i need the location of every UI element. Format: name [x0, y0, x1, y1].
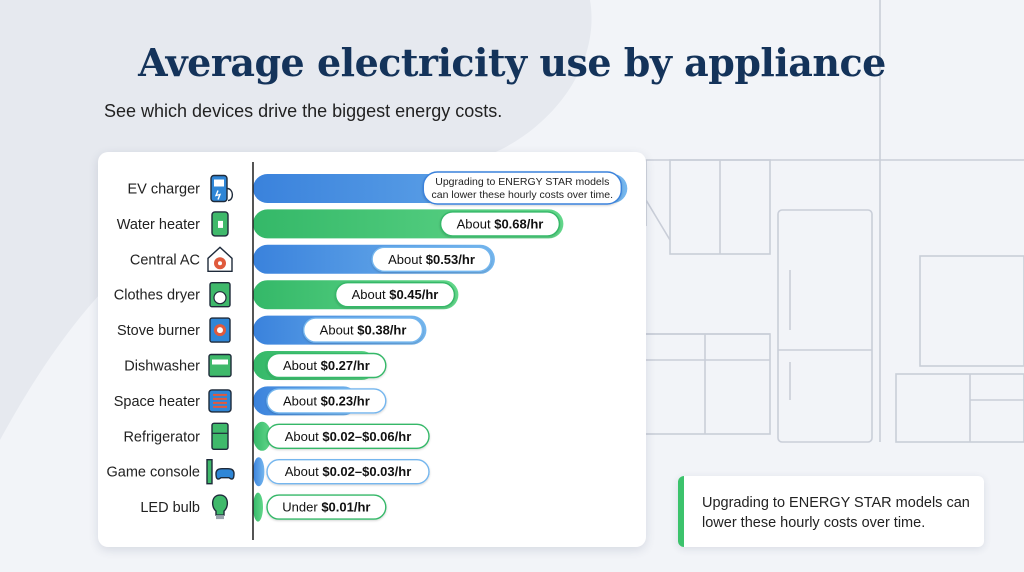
value-prefix: About: [285, 464, 323, 479]
game-console-icon: [206, 459, 235, 485]
callout-line-2: can lower these hourly costs over time.: [432, 189, 614, 201]
value-amount: $0.23/hr: [321, 393, 370, 408]
note-text: Upgrading to ENERGY STAR models can lowe…: [702, 495, 970, 531]
bar: [253, 421, 272, 451]
value-pill: [266, 494, 387, 520]
value-amount: $0.68/hr: [494, 216, 543, 231]
category-label: Stove burner: [117, 323, 200, 339]
bar: [253, 457, 265, 487]
value-prefix: About: [388, 252, 426, 267]
page-subtitle: See which devices drive the biggest ener…: [104, 101, 503, 121]
value-label: About $0.45/hr: [352, 287, 439, 302]
value-label: Under $0.01/hr: [282, 500, 370, 515]
dryer-icon: [209, 281, 231, 308]
light-bulb-icon: [211, 494, 229, 520]
value-label: About $0.02–$0.06/hr: [285, 429, 412, 444]
value-label: About $0.23/hr: [283, 393, 370, 408]
stove-burner-icon: [209, 317, 231, 343]
value-pill: [439, 211, 561, 237]
note-accent-bar: [678, 476, 684, 547]
category-label: EV charger: [127, 182, 200, 198]
value-prefix: About: [457, 216, 495, 231]
value-label: About $0.53/hr: [388, 252, 475, 267]
value-prefix: About: [352, 287, 390, 302]
energy-star-note-card: Upgrading to ENERGY STAR models can lowe…: [678, 476, 984, 547]
value-amount: $0.38/hr: [357, 323, 406, 338]
bar-chart: EV charger Upgrading to ENERGY STAR model…: [107, 162, 628, 540]
value-pill: [266, 459, 430, 485]
value-pill: [334, 281, 456, 308]
category-label: Clothes dryer: [114, 288, 200, 304]
category-label: Water heater: [117, 217, 200, 233]
value-amount: $0.02–$0.03/hr: [322, 464, 411, 479]
value-label: About $0.68/hr: [457, 216, 544, 231]
value-amount: $0.53/hr: [426, 252, 475, 267]
chart-row: Game console About $0.02–$0.03/hr: [107, 457, 430, 487]
value-pill: [302, 317, 424, 343]
chart-row: Stove burner About $0.38/hr: [117, 315, 427, 345]
water-heater-icon: [211, 211, 229, 237]
page-title: Average electricity use by appliance: [138, 40, 886, 85]
category-label: LED bulb: [140, 500, 200, 516]
category-label: Refrigerator: [123, 429, 200, 445]
chart-card: EV charger Upgrading to ENERGY STAR model…: [98, 152, 646, 547]
value-pill: [266, 423, 430, 449]
callout-line-1: Upgrading to ENERGY STAR models: [435, 176, 609, 188]
value-prefix: About: [283, 393, 321, 408]
value-pill: [371, 246, 492, 273]
value-label: About $0.38/hr: [320, 323, 407, 338]
chart-row: Central AC About $0.53/hr: [130, 244, 495, 274]
bar: [253, 492, 263, 522]
chart-row: LED bulb Under $0.01/hr: [140, 492, 387, 522]
value-label: About $0.27/hr: [283, 358, 370, 373]
value-label: About $0.02–$0.03/hr: [285, 464, 412, 479]
value-pill: [266, 388, 387, 414]
refrigerator-icon: [211, 422, 229, 450]
value-prefix: About: [285, 429, 323, 444]
value-prefix: About: [320, 323, 358, 338]
value-amount: $0.45/hr: [389, 287, 438, 302]
chart-row: Refrigerator About $0.02–$0.06/hr: [123, 421, 430, 451]
value-amount: $0.27/hr: [321, 358, 370, 373]
chart-row: Dishwasher About $0.27/hr: [124, 351, 387, 380]
value-amount: $0.02–$0.06/hr: [322, 429, 411, 444]
chart-row: EV charger Upgrading to ENERGY STAR model…: [127, 171, 628, 205]
chart-row: Space heater About $0.23/hr: [114, 386, 387, 416]
callout-pill: [422, 171, 623, 205]
category-label: Dishwasher: [124, 359, 200, 375]
value-amount: $0.01/hr: [321, 500, 370, 515]
dishwasher-icon: [208, 353, 232, 378]
category-label: Central AC: [130, 252, 200, 268]
ev-charger-icon: [210, 174, 234, 203]
value-prefix: About: [283, 358, 321, 373]
category-label: Game console: [107, 465, 201, 481]
chart-row: Water heater About $0.68/hr: [117, 209, 564, 239]
chart-row: Clothes dryer About $0.45/hr: [114, 280, 459, 310]
space-heater-icon: [208, 389, 232, 413]
category-label: Space heater: [114, 394, 200, 410]
value-prefix: Under: [282, 500, 321, 515]
value-pill: [266, 352, 387, 379]
house-fan-icon: [207, 246, 233, 273]
